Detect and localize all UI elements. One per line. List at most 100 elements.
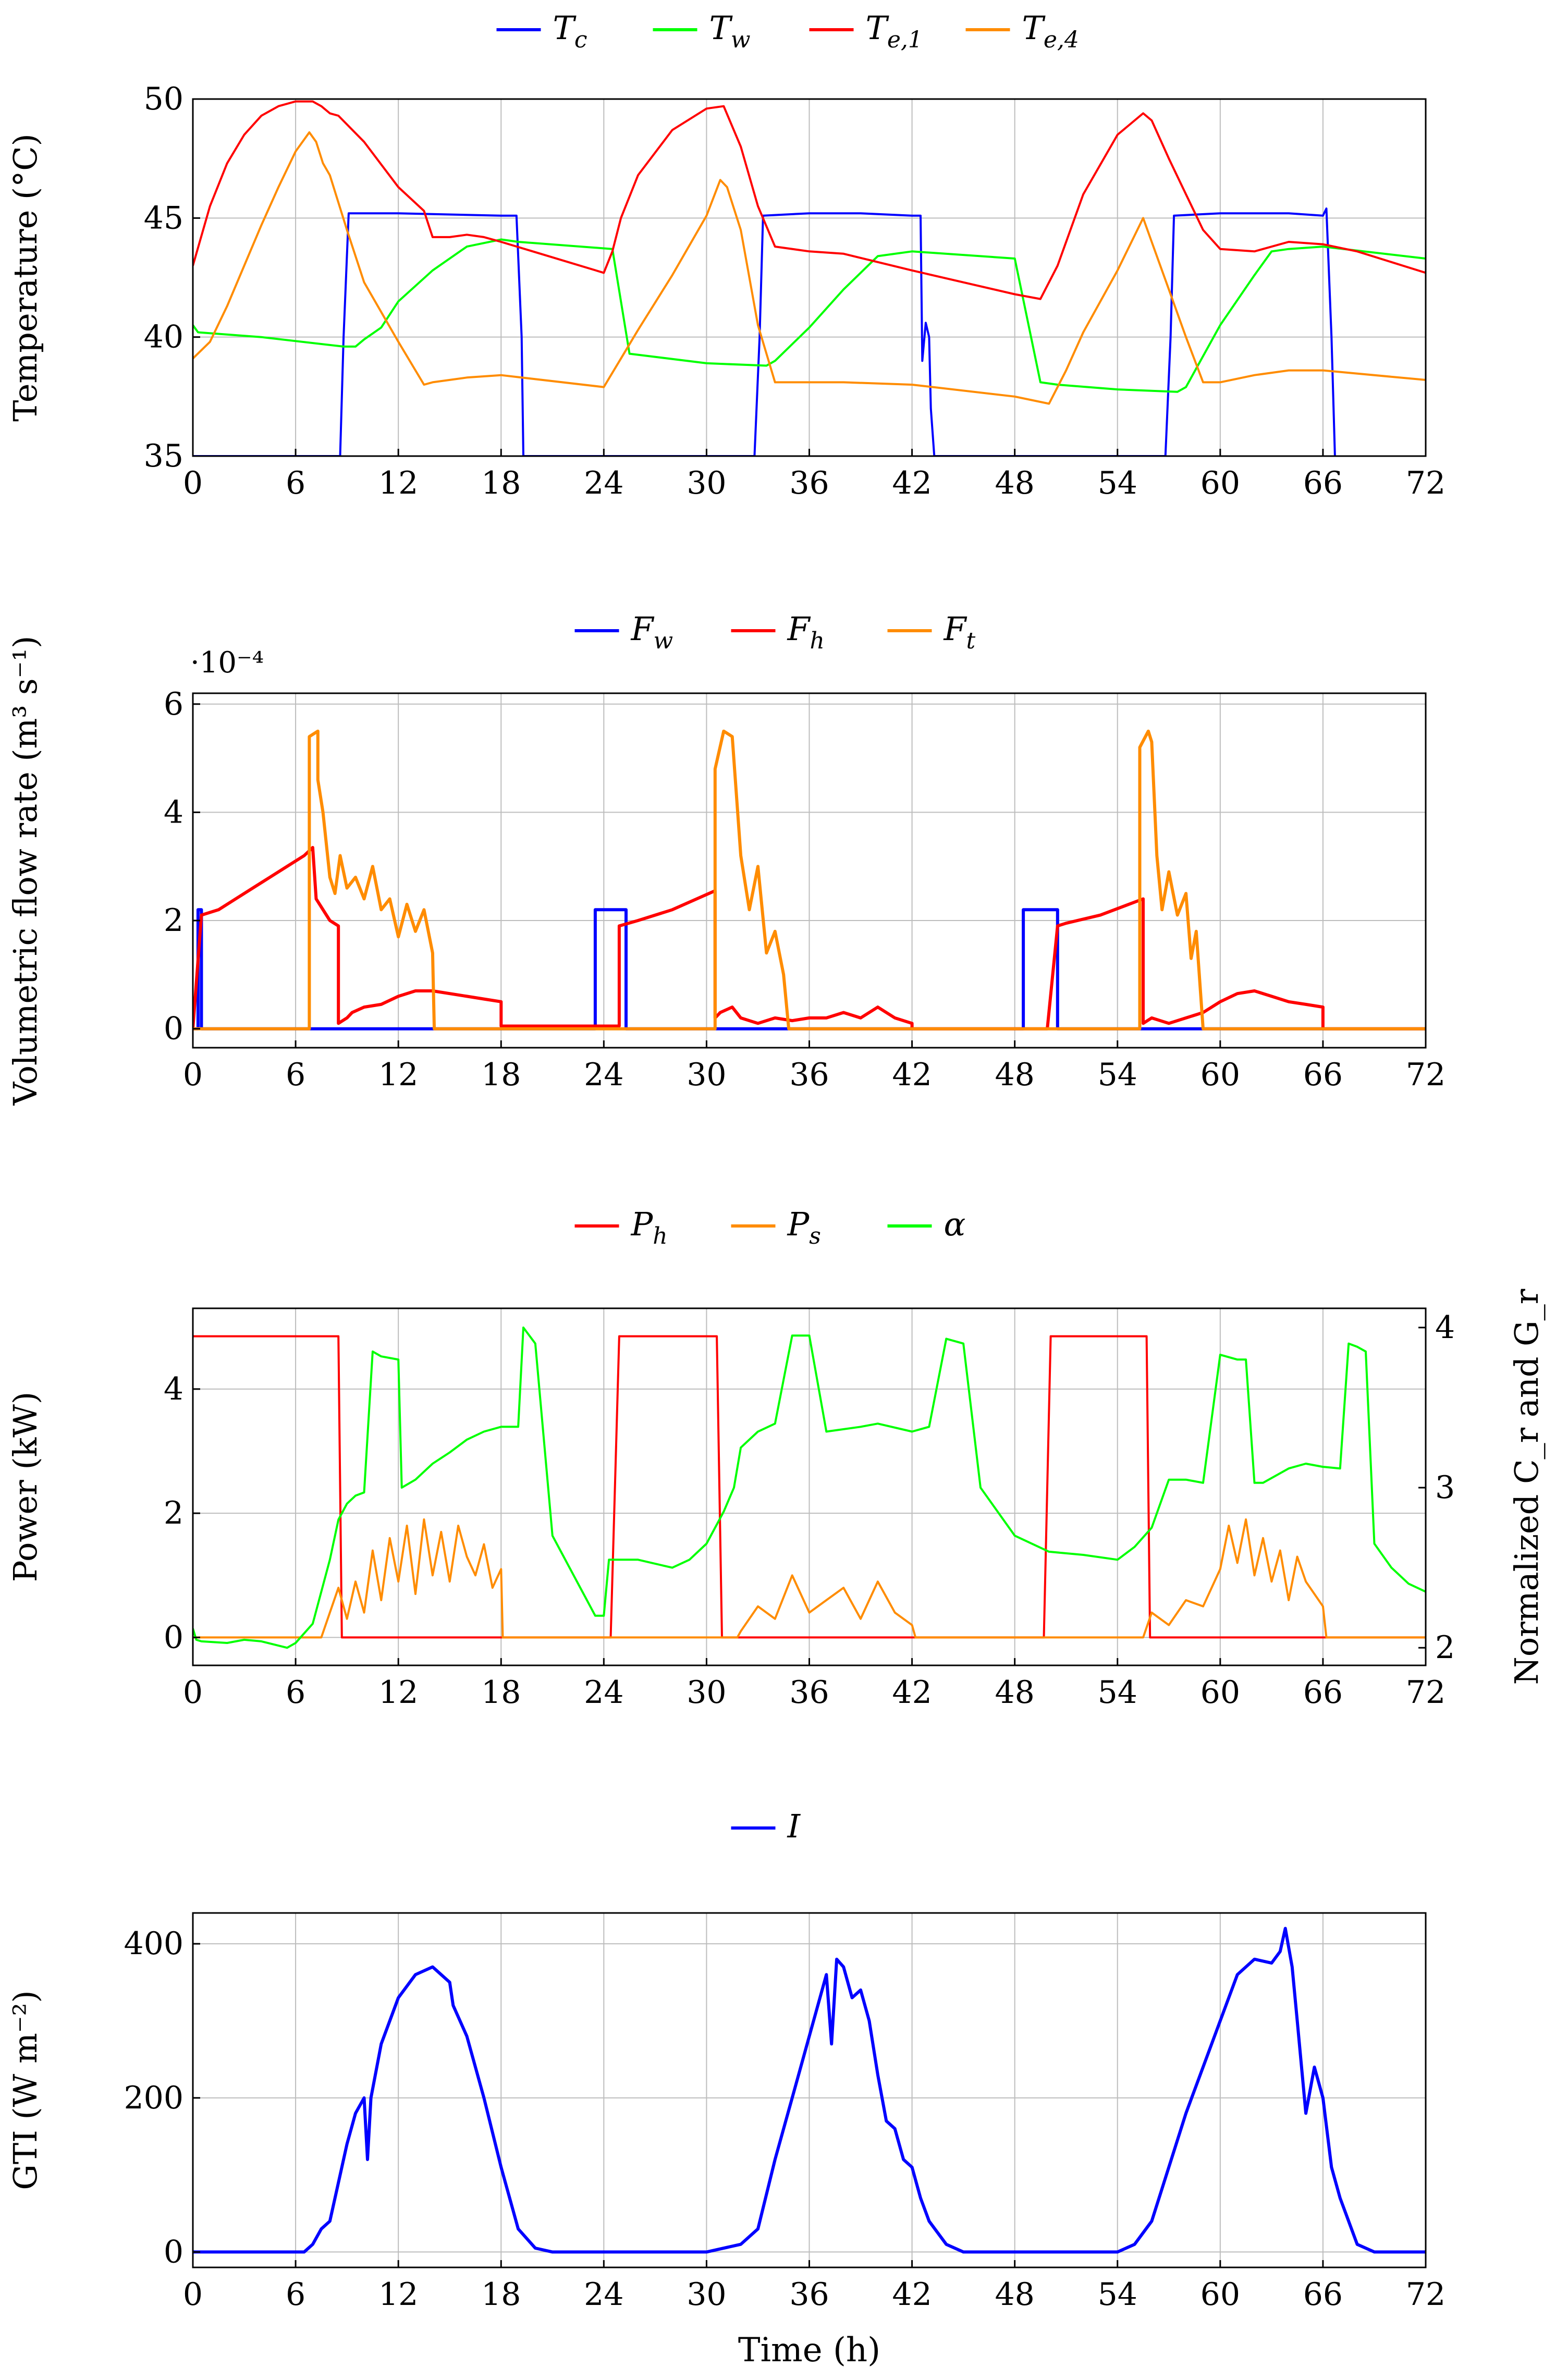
x-tick-label: 42: [892, 1674, 932, 1711]
x-tick-label: 36: [789, 465, 829, 501]
x-tick-label: 6: [286, 465, 305, 501]
y-right-tick-label: 2: [1435, 1629, 1455, 1666]
y-tick-label: 50: [144, 81, 183, 117]
figure-xlabel: Time (h): [738, 2331, 880, 2370]
legend-symbol: F: [944, 610, 967, 648]
x-tick-label: 42: [892, 1057, 932, 1093]
series-line-F_h: [193, 845, 1426, 1030]
legend-symbol: T: [1022, 9, 1046, 47]
x-tick-label: 72: [1406, 2276, 1446, 2313]
irradiance-panel: I 0 6 12 18 24 30 36 42 48 54 60 66 72 0 200 400 GTI (W…: [6, 1807, 1446, 2313]
legend-symbol: T: [709, 9, 733, 47]
x-tick-label: 6: [286, 2276, 305, 2313]
power-ylabel: Power (kW): [6, 1392, 44, 1582]
x-tick-label: 6: [286, 1674, 305, 1711]
irradiance-series: [193, 1927, 1426, 2254]
x-tick-label: 18: [481, 2276, 521, 2313]
series-line-F_w: [193, 908, 1426, 1030]
y-tick-label: 400: [124, 1925, 183, 1962]
x-tick-label: 30: [687, 1674, 726, 1711]
temperature-ticks: 0 6 12 18 24 30 36 42 48 54 60 66 72 35 40 45 50: [144, 81, 1446, 501]
legend-label: Ph: [631, 1205, 668, 1249]
legend-symbol: F: [631, 610, 655, 648]
x-tick-label: 54: [1098, 1674, 1137, 1711]
legend-label: Te,1: [866, 9, 923, 53]
x-tick-label: 60: [1200, 1674, 1240, 1711]
y-tick-label: 40: [144, 319, 183, 355]
legend-symbol: T: [553, 9, 577, 47]
irradiance-ylabel: GTI (W m⁻²): [6, 1990, 44, 2190]
x-tick-label: 18: [481, 465, 521, 501]
legend-label: Tw: [709, 9, 751, 53]
x-tick-label: 36: [789, 1674, 829, 1711]
x-tick-label: 66: [1303, 1674, 1343, 1711]
legend-subscript: c: [574, 27, 587, 53]
legend-symbol: P: [631, 1205, 654, 1243]
legend-label: Ft: [944, 610, 976, 654]
x-tick-label: 24: [584, 1057, 623, 1093]
power-ylabel-right: Normalized C_r and G_r: [1508, 1289, 1546, 1685]
irradiance-ticks: 0 6 12 18 24 30 36 42 48 54 60 66 72 0 200 400: [124, 1925, 1446, 2313]
x-tick-label: 12: [378, 1057, 418, 1093]
temperature-legend: Tc Tw Te,1 Te,4: [496, 9, 1079, 53]
x-tick-label: 12: [378, 2276, 418, 2313]
legend-label: α: [944, 1205, 966, 1243]
x-tick-label: 66: [1303, 1057, 1343, 1093]
y-right-tick-label: 4: [1435, 1309, 1455, 1346]
y-tick-label: 45: [144, 200, 183, 236]
legend-item-F_w: Fw: [574, 610, 673, 654]
x-tick-label: 60: [1200, 465, 1240, 501]
power-legend: Ph Ps α: [574, 1205, 966, 1249]
legend-item-T_e1: Te,1: [809, 9, 923, 53]
flow-scale-label: ·10⁻⁴: [190, 646, 264, 680]
y-tick-label: 0: [164, 1011, 183, 1047]
x-tick-label: 42: [892, 2276, 932, 2313]
x-tick-label: 48: [995, 1674, 1034, 1711]
y-tick-label: 0: [164, 1619, 183, 1655]
temperature-series: [193, 100, 1426, 456]
x-tick-label: 54: [1098, 2276, 1137, 2313]
x-tick-label: 48: [995, 465, 1034, 501]
legend-symbol: P: [787, 1205, 810, 1243]
x-tick-label: 72: [1406, 1057, 1446, 1093]
x-tick-label: 66: [1303, 465, 1343, 501]
flow-legend: Fw Fh Ft: [574, 610, 976, 654]
x-tick-label: 18: [481, 1057, 521, 1093]
x-tick-label: 24: [584, 2276, 623, 2313]
series-line-alpha: [193, 1326, 1426, 1649]
x-tick-label: 12: [378, 465, 418, 501]
x-tick-label: 42: [892, 465, 932, 501]
legend-label: I: [787, 1807, 801, 1845]
x-tick-label: 24: [584, 1674, 623, 1711]
y-tick-label: 35: [144, 438, 183, 474]
legend-item-F_t: Ft: [887, 610, 976, 654]
series-line-T_e4: [193, 131, 1426, 405]
x-tick-label: 54: [1098, 1057, 1137, 1093]
x-tick-label: 72: [1406, 1674, 1446, 1711]
series-line-P_s: [193, 1518, 1426, 1639]
irradiance-grid: [192, 1913, 1426, 2267]
x-tick-label: 30: [687, 465, 726, 501]
legend-subscript: s: [809, 1223, 821, 1249]
x-tick-label: 0: [183, 1057, 203, 1093]
y-tick-label: 4: [164, 1371, 183, 1407]
x-tick-label: 36: [789, 2276, 829, 2313]
power-series: [193, 1326, 1426, 1649]
temperature-panel: Tc Tw Te,1 Te,4 0 6 12 18 24 30 36 42 48 54 60 66 72354…: [6, 9, 1446, 501]
temperature-ylabel: Temperature (°C): [6, 133, 44, 422]
flow-series: [193, 729, 1426, 1030]
y-tick-label: 4: [164, 794, 183, 830]
legend-subscript: e,4: [1044, 27, 1079, 53]
legend-label: Fw: [631, 610, 673, 654]
series-line-F_t: [193, 729, 1426, 1030]
legend-item-T_e4: Te,4: [965, 9, 1079, 53]
legend-subscript: h: [653, 1223, 667, 1249]
x-tick-label: 54: [1098, 465, 1137, 501]
x-tick-label: 48: [995, 2276, 1034, 2313]
legend-item-F_h: Fh: [731, 610, 825, 654]
legend-label: Te,4: [1022, 9, 1079, 53]
